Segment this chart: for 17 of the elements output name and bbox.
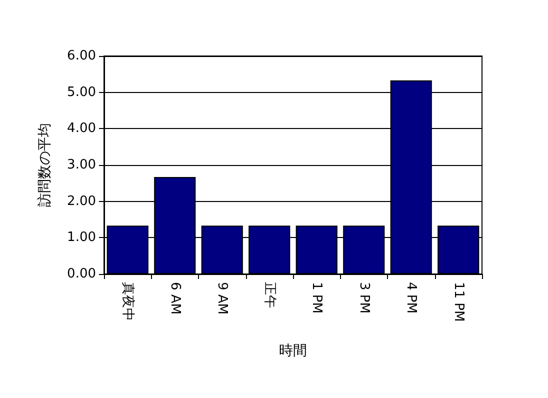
y-tick-label: 2.00 (67, 194, 96, 209)
x-tick-label: 9 AM (214, 282, 230, 315)
x-tick-label: 6 AM (167, 282, 182, 315)
y-tick-label: 6.00 (67, 48, 96, 64)
x-axis-title: 時間 (279, 343, 307, 359)
y-tick-label: 4.00 (67, 121, 96, 136)
y-tick-label: 5.00 (67, 84, 96, 100)
x-tick-label: 真夜中 (120, 282, 136, 321)
y-tick-label: 1.00 (67, 230, 96, 246)
x-tick-label: 正午 (262, 282, 277, 308)
y-axis-title: 訪問数の平均 (37, 123, 53, 207)
y-tick-label: 0.00 (67, 266, 96, 282)
y-tick-label: 3.00 (67, 158, 96, 172)
x-tick-label: 1 PM (309, 282, 324, 314)
x-tick-label: 4 PM (404, 282, 419, 314)
x-tick-label: 11 PM (450, 282, 466, 322)
x-tick-label: 3 PM (356, 282, 372, 314)
